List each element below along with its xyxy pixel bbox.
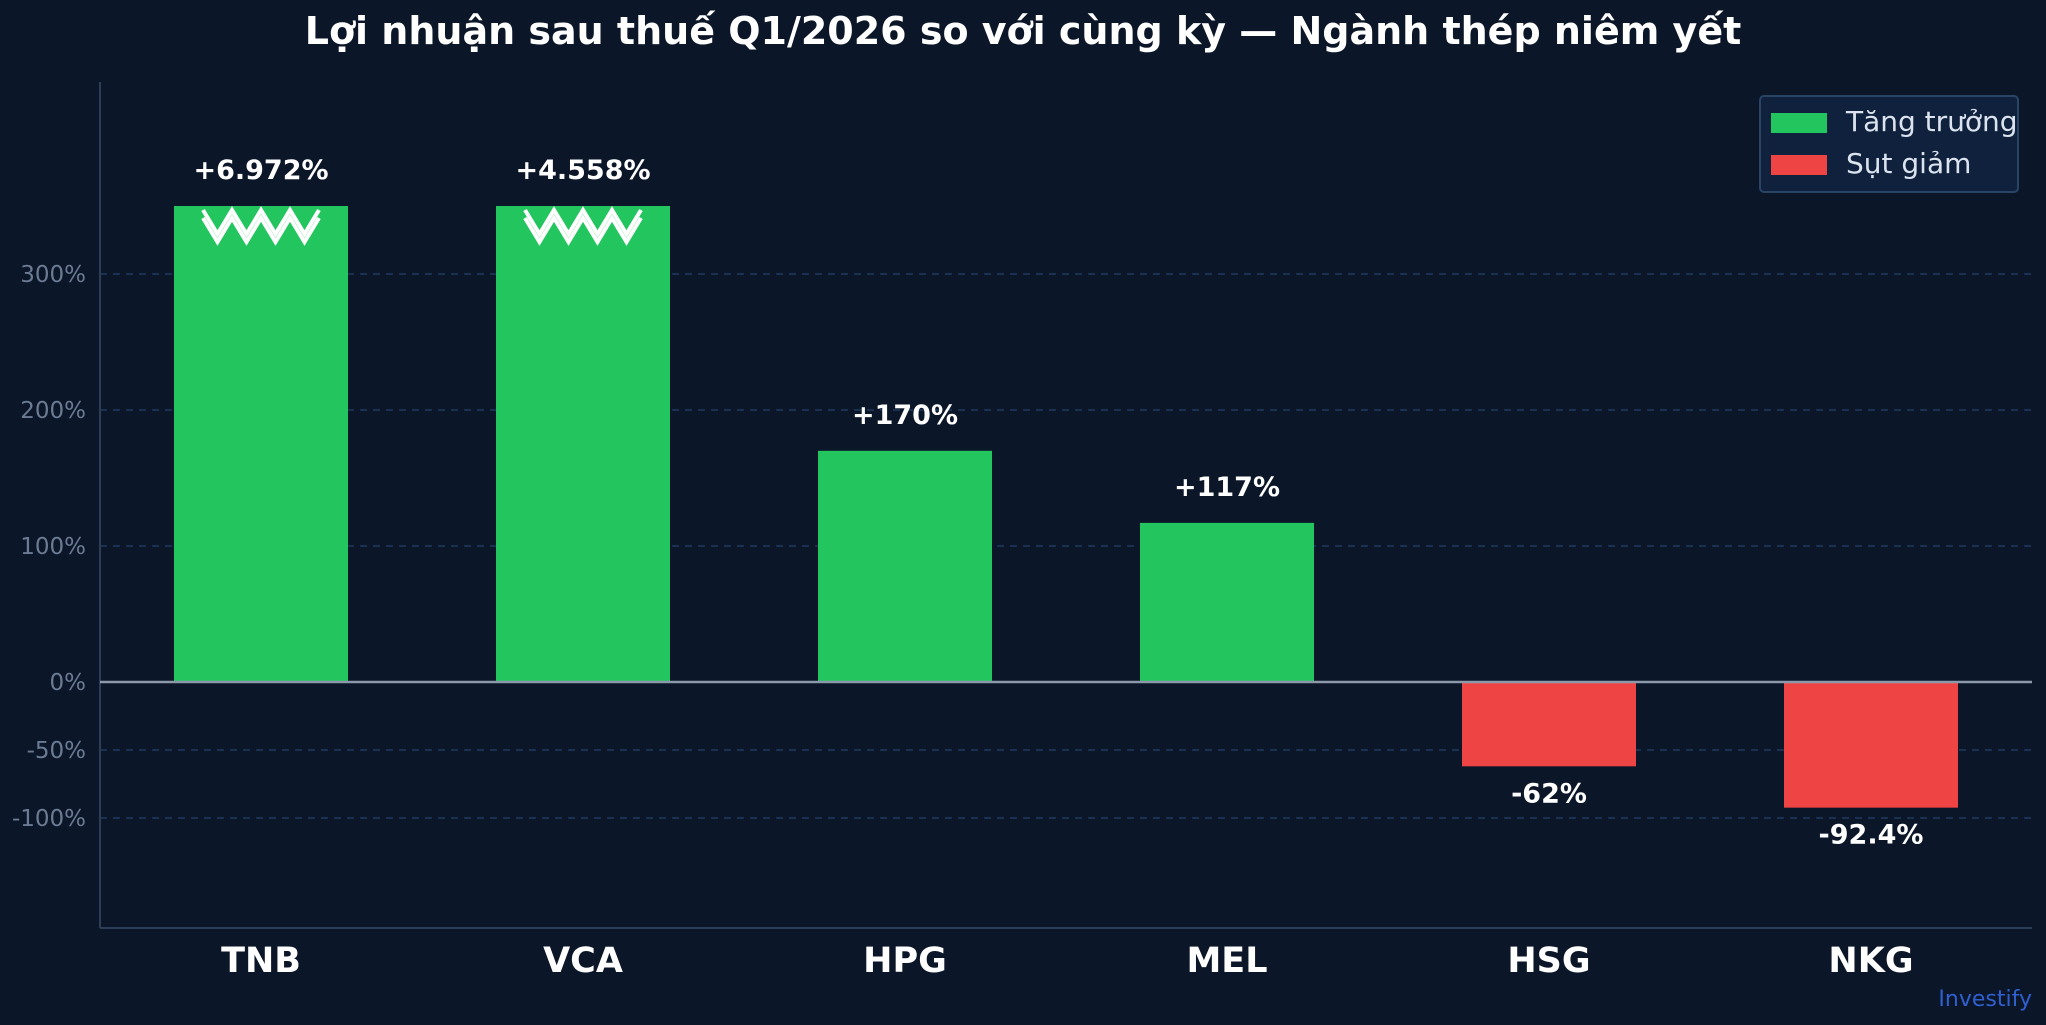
y-tick-label: -50% [27,738,86,764]
axis-break-mark [523,206,643,238]
x-tick-label: NKG [1828,941,1913,981]
bar [1462,682,1636,767]
axis-break-mark [201,206,321,238]
y-tick-label: -100% [12,806,86,832]
data-label: +117% [1174,472,1280,503]
bar [1784,682,1958,808]
x-tick-label: TNB [221,941,301,981]
chart-title: Lợi nhuận sau thuế Q1/2026 so với cùng k… [305,9,1742,53]
y-tick-label: 100% [20,534,86,560]
data-label: +6.972% [193,155,328,186]
y-tick-label: 0% [50,670,87,696]
x-tick-label: MEL [1186,941,1267,981]
bar [496,206,670,682]
legend-swatch-decline [1771,155,1827,175]
axis-layer: 300% 200% 100% 0% -50% -100% [12,82,2032,929]
axis-break-mark [523,214,643,246]
axis-break-mark [201,214,321,246]
legend: Tăng trưởng Sụt giảm [1759,95,2019,193]
bar [174,206,348,682]
legend-swatch-growth [1771,113,1827,133]
legend-label-growth: Tăng trưởng [1845,105,2018,138]
bars-layer [100,206,2032,808]
x-tick-label: VCA [543,941,623,981]
data-label: +4.558% [515,155,650,186]
y-tick-label: 200% [20,398,86,424]
data-label: +170% [852,400,958,431]
data-label: -62% [1511,778,1587,809]
bar [818,450,992,682]
data-label: -92.4% [1819,820,1924,851]
x-tick-label: HPG [863,941,947,981]
legend-label-decline: Sụt giảm [1846,147,1971,180]
y-tick-label: 300% [20,262,86,288]
watermark: Investify [1938,987,2032,1012]
grid-layer [100,273,2032,819]
labels-layer: +6.972% TNB +4.558% VCA +170% HPG +117% MEL -62%… [193,155,1923,981]
x-tick-label: HSG [1507,941,1590,981]
bar [1140,522,1314,682]
